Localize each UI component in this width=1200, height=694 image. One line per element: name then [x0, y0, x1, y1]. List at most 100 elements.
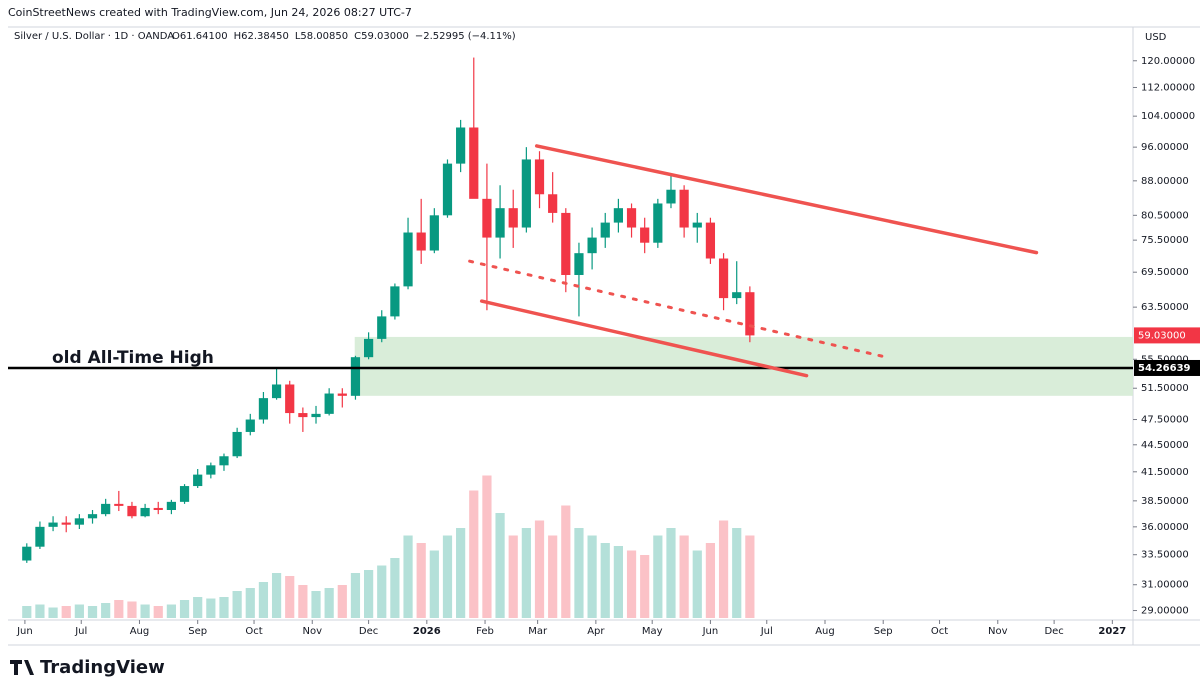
- candle-body: [718, 258, 729, 299]
- candle-body: [692, 222, 702, 228]
- currency: USD: [1145, 32, 1167, 43]
- x-tick-label: Nov: [988, 626, 1008, 637]
- candle-body: [363, 338, 374, 358]
- legend-value: −2.52995 (−4.11%): [415, 31, 516, 42]
- candle-body: [482, 198, 492, 238]
- y-tick-label: 51.50000: [1141, 383, 1189, 394]
- candle-body: [271, 384, 282, 399]
- legend-value: O61.64100: [172, 31, 228, 42]
- candle-body: [101, 503, 111, 515]
- candle-body: [574, 253, 584, 275]
- candle-body: [416, 232, 426, 251]
- x-tick-label: Feb: [476, 626, 494, 637]
- candle-body: [193, 474, 203, 487]
- volume-bar: [114, 600, 124, 618]
- y-tick-label: 47.50000: [1141, 415, 1189, 426]
- legend-value: L58.00850: [295, 31, 348, 42]
- candle-body: [74, 518, 84, 525]
- volume-bar: [613, 546, 623, 618]
- candle-body: [442, 163, 453, 216]
- x-tick-label: Jul: [74, 626, 87, 637]
- last-price-box: [1134, 327, 1200, 344]
- volume-bar: [61, 606, 71, 618]
- candle-body: [548, 194, 558, 213]
- ath-price-label: 54.26639: [1138, 363, 1191, 374]
- y-tick-label: 38.50000: [1141, 496, 1189, 507]
- volume-bar: [732, 528, 742, 618]
- x-tick-label: May: [642, 626, 663, 637]
- volume-bar: [179, 600, 190, 618]
- candle-body: [140, 507, 150, 517]
- y-tick-label: 75.50000: [1141, 235, 1189, 246]
- volume-bar: [718, 520, 729, 618]
- candle-body: [534, 159, 545, 195]
- volume-bar: [666, 528, 676, 618]
- legend-value: H62.38450: [234, 31, 289, 42]
- candle-body: [61, 522, 71, 525]
- volume-bar: [363, 570, 374, 618]
- candle-body: [153, 507, 163, 511]
- candle-body: [521, 159, 531, 228]
- volume-bar: [324, 588, 334, 618]
- volume-bar: [127, 601, 137, 618]
- candle-body: [179, 486, 190, 502]
- y-tick-label: 44.50000: [1141, 440, 1189, 451]
- last-price-label: 59.03000: [1138, 330, 1186, 341]
- support-zone: [354, 336, 1133, 396]
- y-tick-label: 31.00000: [1141, 580, 1189, 591]
- volume-bar: [456, 528, 466, 618]
- candle-body: [87, 514, 98, 519]
- volume-bar: [705, 543, 716, 618]
- brand: TradingView: [40, 657, 165, 678]
- y-tick-label: 104.00000: [1141, 111, 1195, 122]
- y-tick-label: 29.00000: [1141, 606, 1189, 617]
- logo: TradingView: [10, 657, 165, 678]
- candle-body: [705, 222, 716, 259]
- candle-body: [166, 501, 176, 511]
- y-tick-label: 63.50000: [1141, 302, 1189, 313]
- volume-bar: [232, 591, 242, 618]
- candle-body: [127, 505, 137, 517]
- dotted-trendline: [468, 259, 888, 359]
- volume-bar: [258, 582, 269, 618]
- x-tick-label: Aug: [130, 626, 150, 637]
- candle-body: [377, 316, 387, 339]
- x-tick-label: Jun: [16, 626, 33, 637]
- candle-body: [679, 189, 689, 228]
- volume-bar: [22, 606, 32, 618]
- volume-bar: [574, 528, 584, 618]
- volume-bar: [311, 591, 321, 618]
- volume-bar: [429, 550, 439, 618]
- x-tick-label: 2027: [1098, 626, 1126, 637]
- y-tick-label: 96.00000: [1141, 142, 1189, 153]
- x-tick-label: 2026: [413, 626, 441, 637]
- y-tick-label: 36.00000: [1141, 522, 1189, 533]
- volume-bar: [219, 597, 229, 618]
- x-tick-label: Oct: [245, 626, 262, 637]
- volume-bar: [403, 535, 413, 618]
- candle-body: [653, 203, 663, 243]
- y-tick-label: 80.50000: [1141, 210, 1189, 221]
- candle-body: [285, 384, 295, 414]
- volume-bar: [587, 535, 597, 618]
- candle-body: [114, 503, 124, 506]
- candle-body: [600, 222, 610, 238]
- candle-body: [390, 286, 400, 317]
- volume-bar: [534, 520, 545, 618]
- volume-bar: [101, 603, 111, 618]
- candle-body: [613, 208, 623, 223]
- y-tick-label: 69.50000: [1141, 267, 1189, 278]
- volume-bar: [482, 475, 492, 618]
- volume-bar: [626, 550, 637, 618]
- volume-bar: [140, 604, 150, 618]
- candle-body: [429, 215, 439, 251]
- volume-bar: [653, 535, 663, 618]
- candle-body: [232, 431, 242, 457]
- volume-bar: [74, 604, 84, 618]
- legend-value: C59.03000: [354, 31, 409, 42]
- x-tick-label: Oct: [931, 626, 948, 637]
- volume-bar: [416, 543, 426, 618]
- candle-body: [666, 189, 676, 204]
- y-tick-label: 120.00000: [1141, 56, 1195, 67]
